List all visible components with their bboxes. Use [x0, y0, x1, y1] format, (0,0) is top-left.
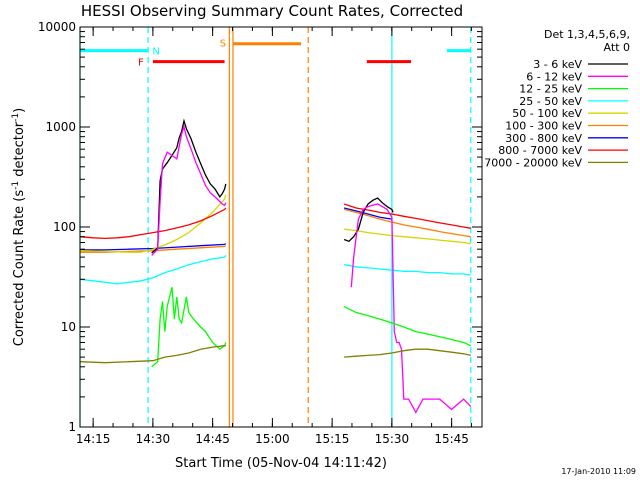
series-0-segment-1 — [343, 197, 394, 243]
flare-marker-label: F — [138, 58, 144, 69]
legend-label-6: 300 - 800 keV — [505, 132, 582, 145]
series-8-segment-0 — [79, 345, 226, 364]
x-axis: 14:15 14:30 14:45 15:00 15:15 15:30 15:45 — [76, 27, 472, 446]
y-axis-label-sup1: -1 — [11, 181, 21, 190]
series-1-segment-1 — [350, 203, 472, 414]
x-tick-label-0: 14:15 — [76, 432, 111, 446]
y-axis-label-end: ) — [12, 108, 27, 113]
plot-area: NF S — [79, 27, 472, 427]
legend-label-3: 25 - 50 keV — [519, 95, 582, 108]
x-tick-label-4: 15:15 — [315, 432, 350, 446]
series-2-segment-0 — [151, 287, 227, 368]
series-8-segment-1 — [344, 348, 471, 358]
y-tick-label-2: 100 — [53, 220, 76, 234]
series-layer — [79, 118, 472, 414]
legend-label-4: 50 - 100 keV — [512, 107, 582, 120]
legend-label-5: 100 - 300 keV — [505, 120, 582, 133]
x-tick-label-5: 15:30 — [375, 432, 410, 446]
x-tick-label-6: 15:45 — [434, 432, 469, 446]
series-3-segment-1 — [343, 264, 471, 276]
series-4-segment-1 — [344, 228, 471, 245]
y-tick-label-3: 1000 — [45, 120, 76, 134]
series-3-segment-0 — [79, 255, 227, 285]
y-axis: 1 10 100 1000 10000 — [38, 20, 482, 434]
series-1-segment-0 — [151, 124, 227, 256]
x-tick-label-2: 14:45 — [195, 432, 230, 446]
y-axis-label-mid: detector — [12, 121, 27, 181]
y-axis-label-main: Corrected Count Rate (s — [12, 190, 27, 347]
y-tick-label-0: 1 — [68, 420, 76, 434]
y-axis-label-sup2: -1 — [11, 113, 21, 122]
legend-label-7: 800 - 7000 keV — [498, 144, 582, 157]
series-7-segment-1 — [343, 203, 471, 229]
chart-title: HESSI Observing Summary Count Rates, Cor… — [81, 2, 463, 20]
y-tick-label-1: 10 — [61, 320, 76, 334]
x-tick-label-1: 14:30 — [136, 432, 171, 446]
series-4-segment-0 — [79, 194, 227, 253]
legend-label-1: 6 - 12 keV — [526, 70, 582, 83]
night-marker-label: N — [152, 47, 159, 58]
series-5-segment-1 — [343, 208, 471, 238]
series-2-segment-1 — [343, 306, 472, 347]
legend-title-line2: Att 0 — [604, 41, 630, 54]
saa-marker-label: S — [220, 39, 226, 50]
legend-label-0: 3 - 6 keV — [533, 58, 582, 71]
timestamp: 17-Jan-2010 11:09 — [561, 467, 636, 476]
series-0-segment-0 — [151, 118, 227, 254]
legend-label-8: 7000 - 20000 keV — [484, 156, 582, 169]
series-6-segment-0 — [80, 243, 227, 251]
series-6-segment-1 — [343, 207, 392, 220]
y-axis-label: Corrected Count Rate (s-1 detector-1) — [11, 108, 27, 346]
legend-title-line1: Det 1,3,4,5,6,9, — [544, 28, 630, 41]
x-tick-label-3: 15:00 — [255, 432, 290, 446]
x-axis-label: Start Time (05-Nov-04 14:11:42) — [175, 456, 387, 471]
legend-label-2: 12 - 25 keV — [519, 83, 582, 96]
y-tick-label-4: 10000 — [38, 20, 76, 34]
